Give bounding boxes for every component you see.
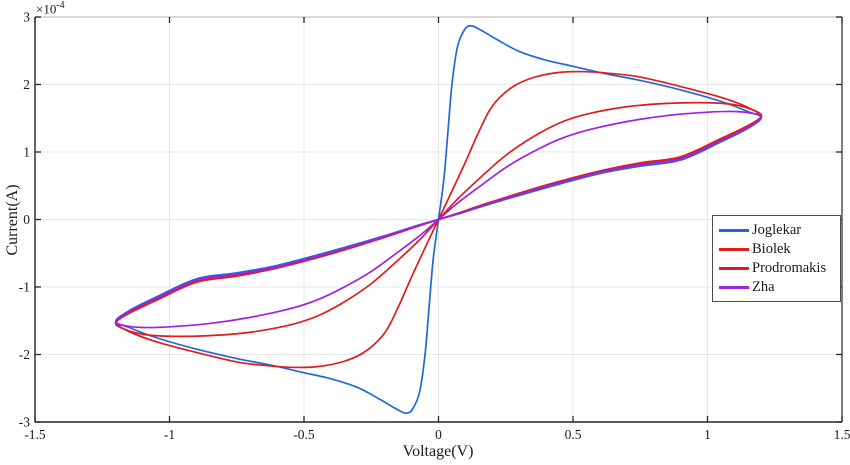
legend-line-swatch (719, 267, 749, 270)
series-layer (114, 24, 763, 415)
exponent-base: ×10 (36, 1, 57, 17)
series-curve-joglekar (114, 218, 440, 415)
legend-entry-zha: Zha (719, 278, 840, 297)
y-tick-label: -1 (19, 280, 30, 295)
x-tick-label: 1 (704, 427, 711, 442)
y-tick-label: 2 (23, 77, 30, 92)
x-tick-label: -0.5 (293, 427, 315, 442)
x-axis-label: Voltage(V) (402, 443, 474, 460)
legend-entry-biolek: Biolek (719, 240, 840, 259)
legend-line-swatch (719, 248, 749, 251)
series-curve-zha (114, 218, 440, 329)
axes-layer: -1.5 -1 -0.5 0 0.5 1 1.5 -3 -2 -1 0 1 2 3 (19, 10, 850, 443)
legend-line-swatch (719, 286, 749, 289)
legend-entry-prodromakis: Prodromakis (719, 259, 840, 278)
y-tick-label: -2 (19, 347, 30, 362)
legend-label: Zha (752, 279, 775, 296)
y-tick-label: 1 (23, 145, 30, 160)
y-tick-label: -3 (19, 415, 30, 430)
x-tick-label: -1 (164, 427, 175, 442)
legend-label: Joglekar (752, 222, 802, 239)
series-curve-prodromakis (114, 218, 440, 338)
series-curve-zha (437, 110, 763, 221)
y-tick-label: 3 (23, 10, 30, 25)
y-axis-label: Current(A) (4, 184, 21, 256)
series-curve-joglekar (437, 24, 763, 221)
y-tick-label: 0 (23, 212, 30, 227)
legend-line-swatch (719, 229, 749, 232)
legend-entry-joglekar: Joglekar (719, 221, 840, 240)
series-curve-prodromakis (437, 101, 763, 221)
y-axis-exponent: ×10-4 (36, 0, 65, 17)
x-tick-label: 0 (435, 427, 442, 442)
legend: Joglekar Biolek Prodromakis Zha (712, 215, 841, 302)
x-tick-label: -1.5 (24, 427, 46, 442)
legend-label: Biolek (752, 241, 791, 258)
exponent-power: -4 (56, 0, 65, 11)
x-tick-label: 1.5 (834, 427, 850, 442)
x-tick-label: 0.5 (565, 427, 582, 442)
legend-label: Prodromakis (752, 260, 827, 277)
